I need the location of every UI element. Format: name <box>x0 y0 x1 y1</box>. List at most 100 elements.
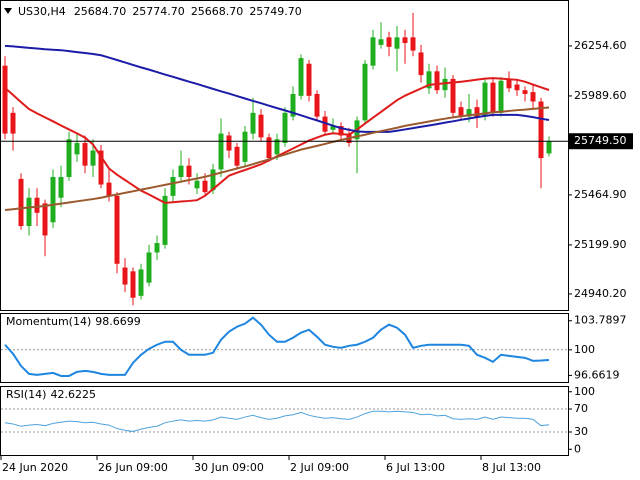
candle-body <box>226 135 232 151</box>
candle-body <box>530 92 536 102</box>
marks <box>1 12 568 432</box>
candle-body <box>50 176 56 223</box>
candle-body <box>402 37 408 44</box>
x-tick-label: 2 Jul 09:00 <box>290 461 349 474</box>
candle-body <box>426 71 432 89</box>
y-tick-label: 0 <box>574 442 581 455</box>
moving-average <box>4 44 550 133</box>
candle-body <box>98 150 104 185</box>
candle-body <box>74 143 80 155</box>
y-tick-label: 25464.90 <box>574 188 627 201</box>
y-tick-label: 30 <box>574 425 588 438</box>
candle-body <box>194 180 200 189</box>
candle-body <box>394 37 400 49</box>
candle-body <box>250 112 256 134</box>
header-ohlc: 25774.70 <box>132 5 185 18</box>
candle-body <box>210 169 216 191</box>
y-tick-label: 70 <box>574 402 588 415</box>
labels: US30,H4 25684.70 25774.70 25668.70 25749.70 2… <box>2 5 633 474</box>
main-panel-border <box>0 0 569 311</box>
indicator-line <box>4 410 550 432</box>
x-tick-label: 6 Jul 13:00 <box>386 461 445 474</box>
candle-body <box>122 267 128 285</box>
x-tick-label: 8 Jul 13:00 <box>482 461 541 474</box>
indicator-current: 42.6225 <box>50 388 96 401</box>
candle-body <box>442 78 448 91</box>
candle-body <box>538 101 544 159</box>
candle-body <box>114 195 120 264</box>
candle-body <box>290 93 296 117</box>
candle-body <box>466 109 472 117</box>
candle-body <box>330 126 336 130</box>
candle-body <box>154 243 160 253</box>
y-tick-label: 26254.60 <box>574 39 627 52</box>
candle-body <box>58 176 64 198</box>
candle-body <box>434 71 440 91</box>
candle-body <box>146 252 152 283</box>
y-tick-label: 24940.20 <box>574 287 627 300</box>
y-tick-label: 103.7897 <box>574 314 627 327</box>
momentum-panel-border <box>0 313 569 383</box>
header-ohlc: 25684.70 <box>74 5 127 18</box>
candle-body <box>242 131 248 162</box>
candle-body <box>362 63 368 121</box>
candle-body <box>306 63 312 96</box>
candle-body <box>66 139 72 177</box>
candle-body <box>234 146 240 166</box>
x-tick-label: 24 Jun 2020 <box>2 461 68 474</box>
candle-body <box>282 112 288 144</box>
candle-body <box>90 150 96 166</box>
candle-body <box>202 180 208 193</box>
candle-body <box>138 269 144 296</box>
candle-body <box>10 112 16 134</box>
candle-body <box>82 143 88 166</box>
candle-body <box>178 165 184 177</box>
candle-body <box>42 203 48 236</box>
candle-body <box>170 176 176 196</box>
current-price-box <box>569 133 633 150</box>
candle-body <box>522 90 528 94</box>
candle-body <box>186 165 192 177</box>
candle-body <box>274 139 280 155</box>
current-price-label: 25749.50 <box>574 134 627 147</box>
candle-body <box>386 37 392 47</box>
candle-body <box>370 37 376 66</box>
y-tick-label: 100 <box>574 385 595 398</box>
candle-body <box>2 65 8 134</box>
candle-body <box>490 82 496 113</box>
header-ohlc: 25668.70 <box>191 5 244 18</box>
candle-body <box>314 93 320 117</box>
header-ohlc: 25749.70 <box>249 5 302 18</box>
x-tick-label: 26 Jun 09:00 <box>98 461 168 474</box>
y-tick-label: 25989.60 <box>574 89 627 102</box>
candle-body <box>298 58 304 96</box>
candle-body <box>162 195 168 245</box>
candle-body <box>338 126 344 136</box>
frame <box>0 0 569 456</box>
candle-body <box>546 141 552 154</box>
candle-body <box>514 84 520 91</box>
candle-body <box>458 107 464 117</box>
candle-body <box>130 271 136 298</box>
candle-body <box>26 197 32 227</box>
candle-body <box>34 197 40 213</box>
candle-body <box>218 133 224 170</box>
candle-body <box>498 80 504 113</box>
indicator-label: RSI(14) <box>6 388 46 401</box>
candle-body <box>450 78 456 113</box>
candle-body <box>322 116 328 132</box>
candle-body <box>378 39 384 45</box>
candle-body <box>474 107 480 117</box>
candle-body <box>482 82 488 117</box>
candle-body <box>410 37 416 51</box>
symbol-menu-arrow <box>4 8 12 14</box>
candle-body <box>106 182 112 196</box>
moving-average <box>4 106 550 211</box>
indicator-current: 98.6699 <box>95 315 141 328</box>
rsi-panel-border <box>0 386 569 456</box>
indicator-line <box>4 316 550 377</box>
y-tick-label: 100 <box>574 343 595 356</box>
x-tick-label: 30 Jun 09:00 <box>194 461 264 474</box>
